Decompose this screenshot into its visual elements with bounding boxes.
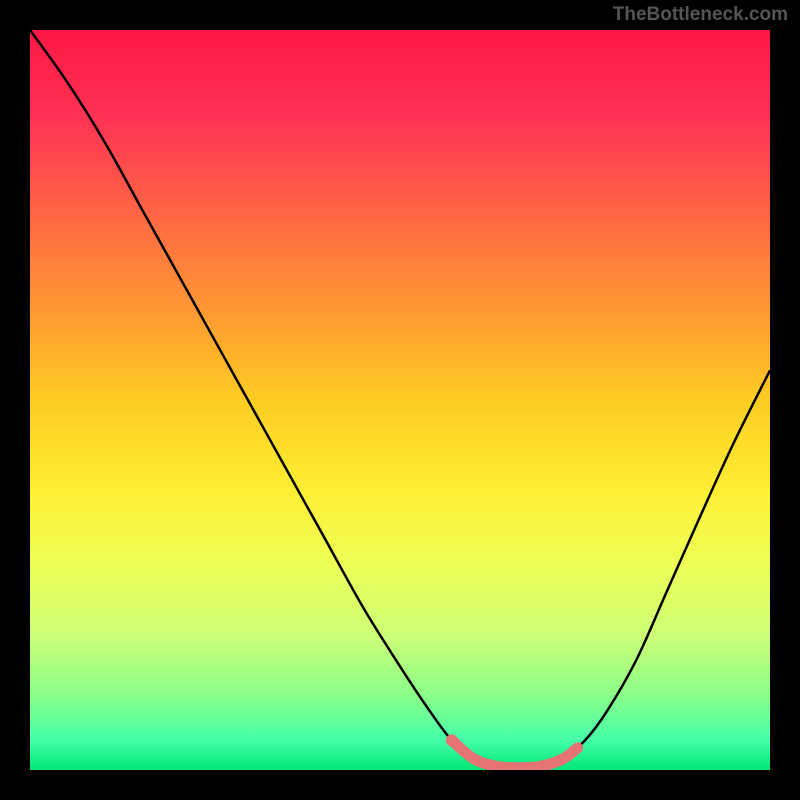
chart-area — [30, 30, 770, 770]
watermark-text: TheBottleneck.com — [613, 4, 788, 26]
chart-svg — [30, 30, 770, 770]
marker-dot — [446, 734, 458, 746]
